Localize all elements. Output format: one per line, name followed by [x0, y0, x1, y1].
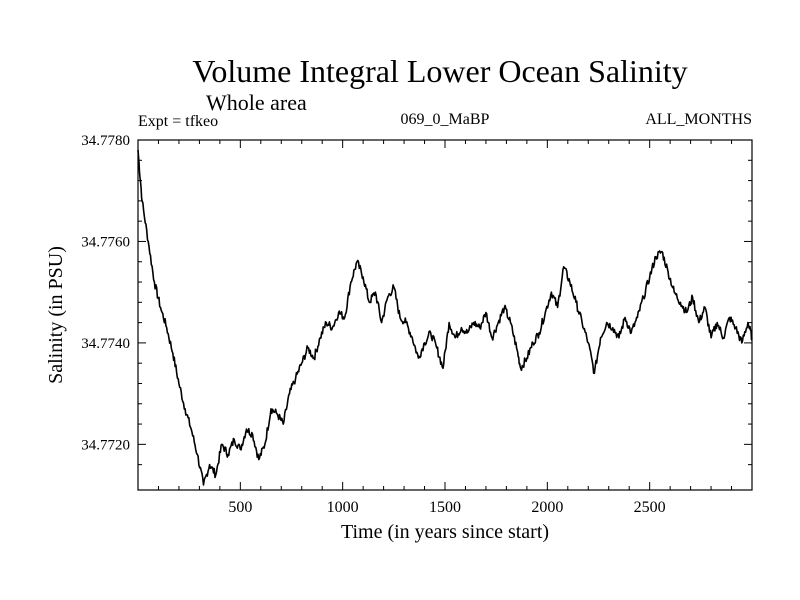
chart-subtitle: Whole area [206, 90, 307, 115]
x-tick-label: 2000 [531, 499, 563, 516]
annotation-experiment: Expt = tfkeo [138, 113, 218, 130]
annotation-period: 069_0_MaBP [401, 111, 490, 128]
x-tick-label: 1500 [429, 499, 461, 516]
y-tick-label: 34.7740 [81, 336, 130, 352]
x-axis-label: Time (in years since start) [341, 521, 549, 543]
y-tick-label: 34.7780 [81, 133, 130, 149]
plot-frame [137, 139, 753, 491]
y-axis: 34.7720 34.7740 34.7760 34.7780 [81, 133, 752, 466]
x-tick-label: 500 [228, 499, 252, 516]
annotation-months: ALL_MONTHS [645, 111, 752, 128]
y-axis-label: Salinity (in PSU) [45, 246, 67, 384]
plot-area [137, 150, 753, 486]
y-tick-label: 34.7760 [81, 234, 130, 250]
x-tick-label: 2500 [634, 499, 666, 516]
series-line-salinity [137, 150, 753, 486]
y-tick-label: 34.7720 [81, 437, 130, 453]
chart-title: Volume Integral Lower Ocean Salinity [192, 53, 687, 89]
x-axis: 500 1000 1500 2000 2500 [157, 140, 733, 516]
x-tick-label: 1000 [327, 499, 359, 516]
